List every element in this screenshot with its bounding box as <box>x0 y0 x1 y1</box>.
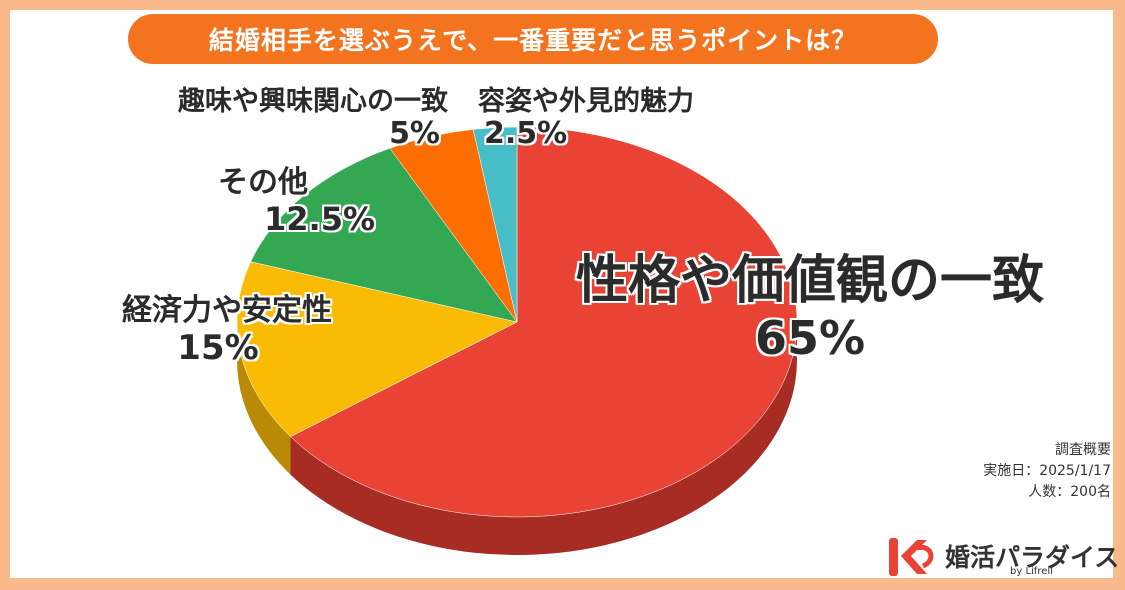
slice-name-1: 経済力や安定性 <box>122 293 332 328</box>
slice-label-2: その他 12.5% <box>218 165 376 238</box>
pie-sides <box>237 322 797 555</box>
slice-value-4: 2.5% <box>484 116 568 152</box>
slice-label-4: 容姿や外見的魅力 2.5% <box>478 86 694 152</box>
brand-logo: 婚活パラダイス <box>887 536 1119 578</box>
slice-value-3: 5% <box>389 116 440 152</box>
survey-count: 人数：200名 <box>1028 484 1111 500</box>
slice-4 <box>472 126 518 323</box>
slice-name-3: 趣味や興味関心の一致 <box>178 86 448 117</box>
slice-name-4: 容姿や外見的魅力 <box>478 86 694 117</box>
slice-side-1 <box>237 322 291 475</box>
slice-0 <box>290 126 798 518</box>
survey-summary: 調査概要 実施日：2025/1/17 人数：200名 <box>983 440 1111 503</box>
survey-heading: 調査概要 <box>1055 442 1111 458</box>
chart-title: 結婚相手を選ぶうえで、一番重要だと思うポイントは？ <box>128 14 938 64</box>
pie-top <box>236 126 798 518</box>
logo-mark-icon <box>889 538 934 576</box>
slice-label-1: 経済力や安定性 15% <box>74 293 332 368</box>
survey-date: 実施日：2025/1/17 <box>983 463 1111 479</box>
slice-name-2: その他 <box>218 165 308 200</box>
logo-sub: by Lifrell <box>1010 566 1053 577</box>
slice-label-0: 性格や価値観の一致 65% <box>576 251 1045 365</box>
logo-name: 婚活パラダイス <box>945 542 1120 572</box>
slice-value-0: 65% <box>754 310 866 365</box>
slice-2 <box>250 147 518 323</box>
slice-value-1: 15% <box>177 327 259 368</box>
slice-1 <box>236 261 518 437</box>
slice-value-2: 12.5% <box>264 199 376 238</box>
slice-side-0 <box>290 322 797 555</box>
slice-label-3: 趣味や興味関心の一致 5% <box>128 86 448 152</box>
slice-name-0: 性格や価値観の一致 <box>576 251 1045 311</box>
